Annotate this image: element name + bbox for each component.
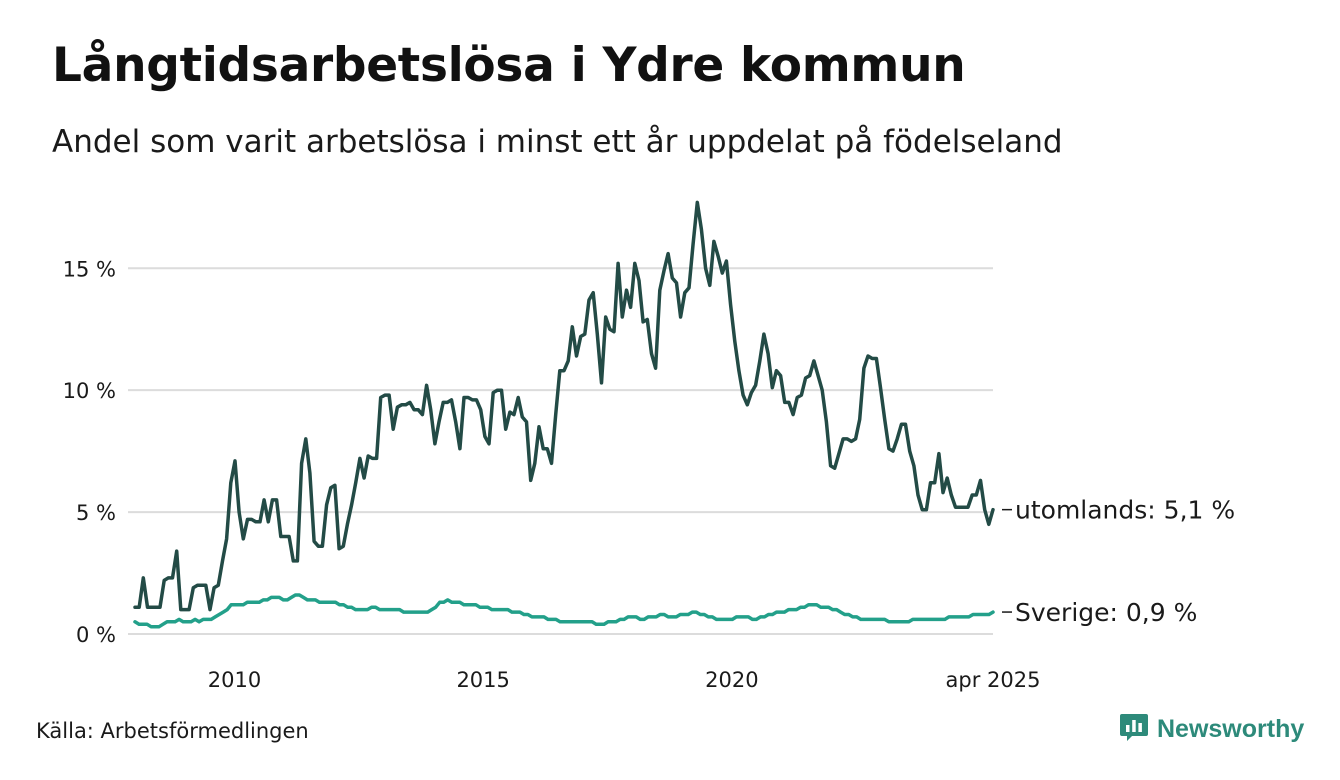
y-tick-label: 0 %	[76, 623, 116, 647]
chart-subtitle: Andel som varit arbetslösa i minst ett å…	[52, 124, 1063, 160]
x-tick-label: 2015	[456, 668, 509, 692]
end-label-utomlands: utomlands: 5,1 %	[1015, 496, 1235, 525]
end-label-sverige: Sverige: 0,9 %	[1015, 598, 1197, 627]
x-tick-label: apr 2025	[946, 668, 1041, 692]
source-note: Källa: Arbetsförmedlingen	[36, 719, 309, 743]
x-tick-label: 2010	[208, 668, 261, 692]
newsworthy-logo-icon	[1119, 712, 1149, 746]
series-line-sverige	[133, 593, 995, 629]
brand-name: Newsworthy	[1157, 714, 1305, 743]
y-tick-label: 5 %	[76, 501, 116, 525]
chart-title: Långtidsarbetslösa i Ydre kommun	[52, 38, 966, 93]
y-tick-label: 10 %	[63, 379, 116, 403]
x-tick-label: 2020	[705, 668, 758, 692]
newsworthy-brand[interactable]: Newsworthy	[1119, 712, 1304, 746]
y-tick-label: 15 %	[63, 257, 116, 281]
series-line-utomlands	[133, 200, 995, 612]
